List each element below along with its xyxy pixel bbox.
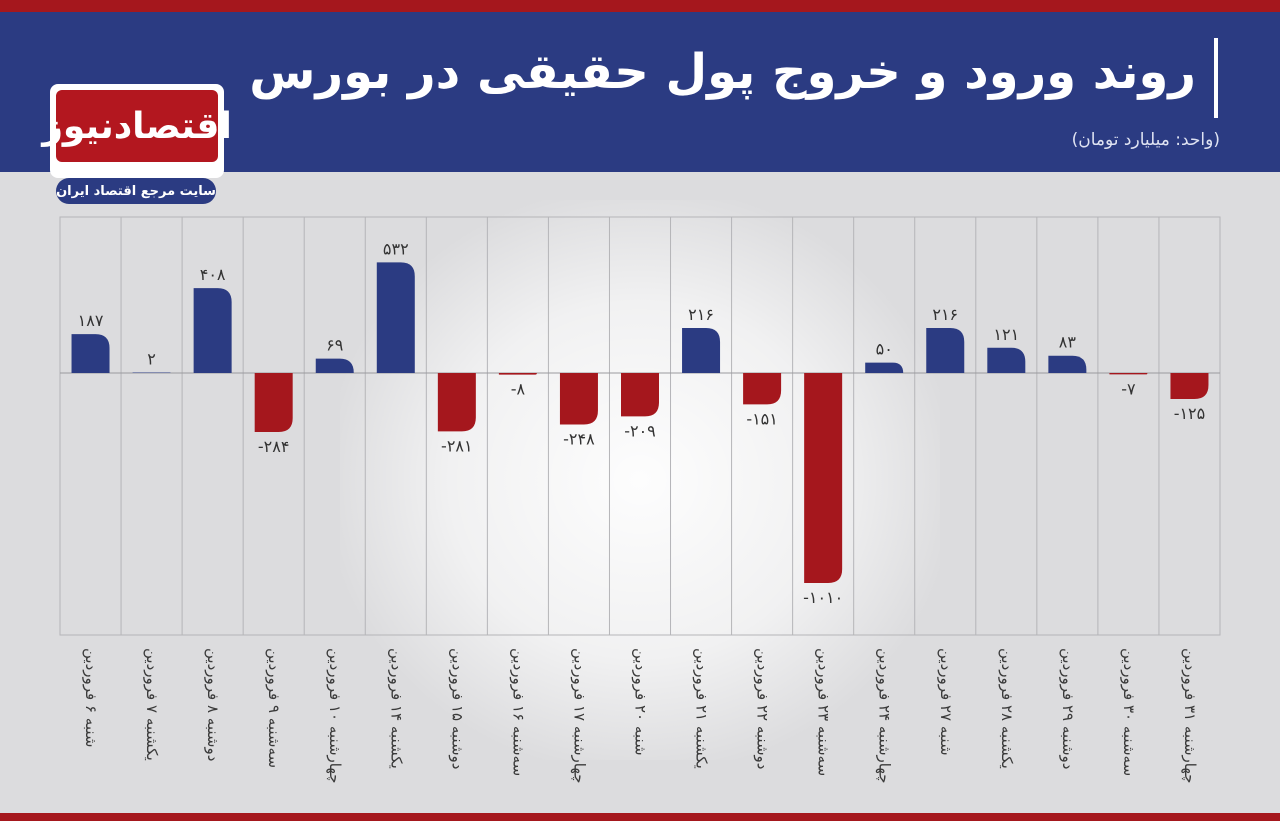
value-label: -۷ [1121, 379, 1136, 398]
category-label: یکشنبه ۷ فروردین [143, 648, 161, 761]
bar [498, 372, 537, 375]
category-label: یکشنبه ۱۴ فروردین [387, 648, 405, 769]
bar [193, 288, 232, 373]
bar [865, 362, 904, 373]
category-label: سه‌شنبه ۱۶ فروردین [509, 648, 527, 776]
bar [621, 372, 659, 417]
bar [1048, 355, 1087, 373]
bar [559, 372, 598, 425]
category-label: چهارشنبه ۲۴ فروردین [876, 648, 894, 784]
category-label: شنبه ۶ فروردین [82, 648, 100, 747]
bar [926, 328, 965, 373]
plot-frame [59, 216, 1221, 636]
bar [804, 372, 843, 584]
unit-label: (واحد: میلیارد تومان) [1071, 130, 1220, 150]
chart-title: روند ورود و خروج پول حقیقی در بورس [249, 44, 1196, 100]
value-label: -۲۸۴ [258, 437, 290, 456]
value-label: ۲ [147, 350, 156, 369]
top-stripe [0, 0, 1280, 12]
category-label: سه‌شنبه ۳۰ فروردین [1120, 648, 1138, 776]
value-label: ۵۰ [876, 340, 893, 359]
bottom-stripe [0, 813, 1280, 821]
bar [743, 372, 782, 405]
value-label: -۲۰۹ [624, 421, 656, 440]
value-label: ۴۰۸ [200, 265, 226, 284]
value-label: ۵۳۲ [383, 239, 409, 258]
logo-tagline: سایت مرجع اقتصاد ایران [56, 178, 216, 204]
bar [315, 358, 354, 373]
bar [682, 328, 721, 373]
category-label: چهارشنبه ۱۰ فروردین [326, 648, 344, 784]
category-label: شنبه ۲۷ فروردین [937, 648, 955, 756]
bar [1170, 372, 1209, 399]
category-label: دوشنبه ۲۲ فروردین [754, 648, 772, 769]
value-label: -۱۲۵ [1174, 404, 1206, 423]
value-label: -۸ [511, 380, 526, 399]
category-label: شنبه ۲۰ فروردین [632, 648, 650, 756]
category-label: دوشنبه ۸ فروردین [204, 648, 222, 761]
value-label: -۲۴۸ [563, 430, 595, 449]
value-label: -۱۰۱۰ [803, 588, 843, 607]
category-label: چهارشنبه ۱۷ فروردین [570, 648, 588, 784]
logo-wordmark: اقتصادنیوز [42, 90, 232, 162]
value-label: ۱۸۷ [78, 311, 104, 330]
bar [71, 334, 110, 373]
bar [254, 372, 293, 433]
category-label: یکشنبه ۲۱ فروردین [693, 648, 711, 769]
value-label: ۱۲۱ [993, 325, 1019, 344]
value-label: ۸۳ [1059, 333, 1077, 352]
bar [987, 347, 1026, 373]
category-label: دوشنبه ۲۹ فروردین [1059, 648, 1077, 769]
category-label: چهارشنبه ۳۱ فروردین [1181, 648, 1199, 784]
bar [437, 372, 476, 432]
value-label: ۲۱۶ [932, 305, 958, 324]
bar [376, 262, 415, 373]
category-label: سه‌شنبه ۲۳ فروردین [815, 648, 833, 776]
title-accent-bar [1214, 38, 1218, 118]
value-label: -۱۵۱ [746, 409, 778, 428]
category-label: دوشنبه ۱۵ فروردین [448, 648, 466, 769]
value-label: ۲۱۶ [688, 305, 714, 324]
value-label: -۲۸۱ [441, 436, 473, 455]
value-label: ۶۹ [326, 336, 343, 355]
bar [1109, 372, 1148, 375]
logo: اقتصادنیوز [42, 84, 232, 178]
category-label: سه‌شنبه ۹ فروردین [265, 648, 283, 768]
category-label: یکشنبه ۲۸ فروردین [998, 648, 1016, 769]
